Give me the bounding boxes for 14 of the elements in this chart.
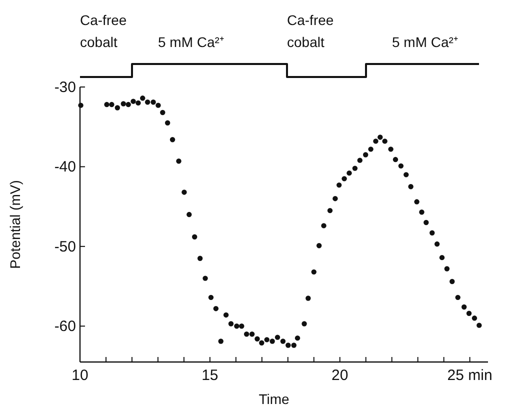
x-tick-label: 10 xyxy=(72,367,88,384)
y-axis-title: Potential (mV) xyxy=(7,180,23,269)
x-axis-title: Time xyxy=(258,391,290,407)
text: 5 mM Ca²⁺ xyxy=(158,34,224,50)
text: 5 mM Ca²⁺ xyxy=(392,34,458,50)
text: Ca-free cobalt xyxy=(287,12,334,50)
y-tick-label: -30 xyxy=(54,79,76,96)
y-tick-label: -40 xyxy=(54,158,76,176)
y-tick-label: -60 xyxy=(54,318,76,336)
y-tick-label: -50 xyxy=(54,238,76,256)
x-tick-label: 25 min xyxy=(447,367,492,384)
x-tick-label: 20 xyxy=(332,367,348,384)
text: Ca-free cobalt xyxy=(80,12,127,50)
x-tick-label: 15 xyxy=(202,367,218,384)
